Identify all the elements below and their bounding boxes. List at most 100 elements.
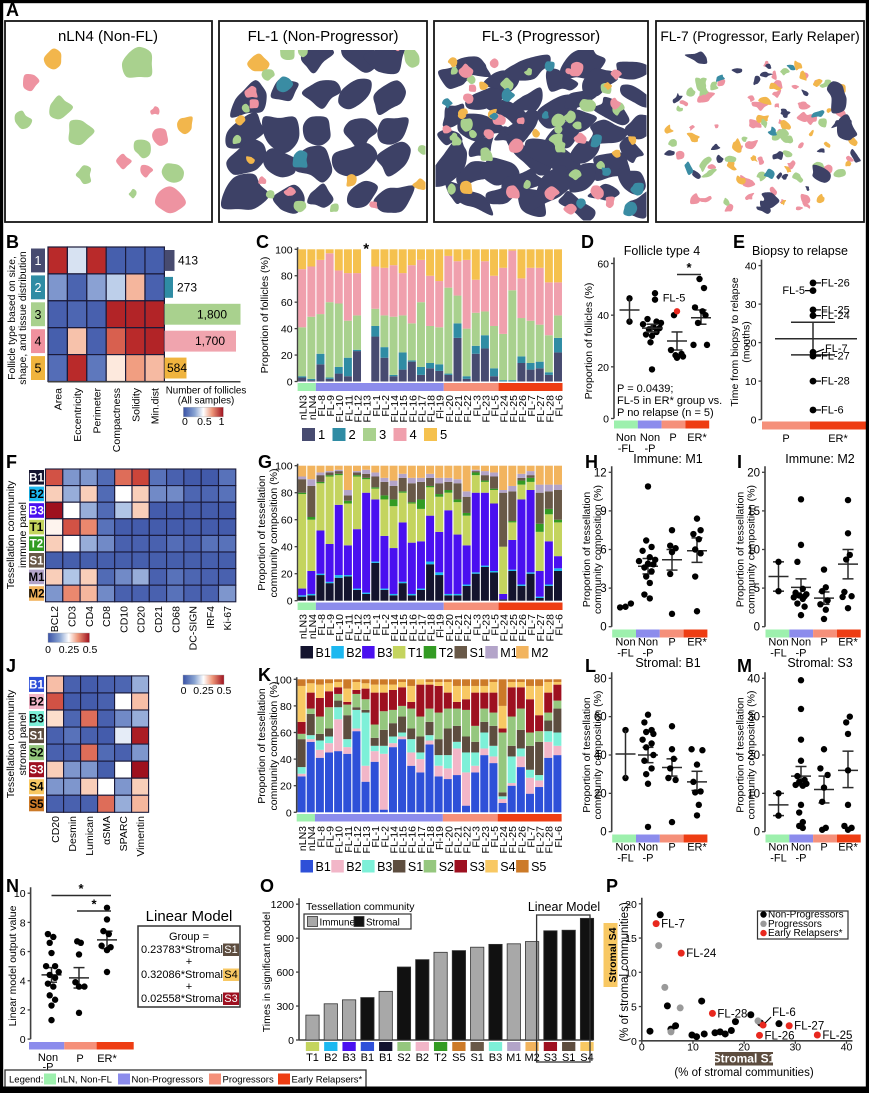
svg-text:S2: S2 [29,748,43,760]
svg-text:20: 20 [280,781,292,793]
svg-text:S4: S4 [29,782,44,794]
svg-text:Group =: Group = [169,931,209,943]
svg-text:FL-5: FL-5 [782,285,805,297]
svg-text:FL-15: FL-15 [398,395,410,423]
svg-text:3: 3 [600,583,606,595]
svg-text:S3: S3 [544,1052,557,1064]
svg-text:CD8: CD8 [101,606,113,627]
svg-text:Fl-19: Fl-19 [435,614,447,638]
svg-text:FL-10: FL-10 [334,614,346,642]
svg-text:0.5: 0.5 [197,416,212,428]
svg-text:FL-17: FL-17 [416,614,428,642]
svg-text:0: 0 [20,1034,26,1046]
svg-text:FL-10: FL-10 [334,395,346,423]
svg-text:FL-1 (Non-Progressor): FL-1 (Non-Progressor) [248,28,399,45]
svg-text:CD3: CD3 [66,606,78,627]
svg-text:3: 3 [379,427,386,442]
svg-text:Tessellation community: Tessellation community [306,901,415,913]
svg-text:Proportion of tessellation: Proportion of tessellation [735,697,747,813]
svg-text:15: 15 [747,506,760,518]
svg-text:ER*: ER* [838,842,858,854]
svg-text:30: 30 [745,299,757,311]
svg-text:CD68: CD68 [170,606,182,633]
svg-text:nLN4: nLN4 [307,395,319,420]
svg-text:Proportion of tessellation: Proportion of tessellation [581,697,593,813]
svg-text:FL-18: FL-18 [426,614,438,642]
svg-text:FL-21: FL-21 [453,395,465,423]
svg-text:20: 20 [625,899,637,911]
svg-text:20: 20 [281,350,293,362]
svg-text:0: 0 [603,414,609,426]
svg-text:30: 30 [789,1042,801,1054]
svg-text:FL-28: FL-28 [821,376,850,388]
svg-text:T2: T2 [434,1052,447,1064]
svg-text:B3: B3 [29,506,44,518]
svg-text:S4: S4 [224,969,237,981]
svg-text:Linear model output value: Linear model output value [7,905,19,1026]
svg-text:S2: S2 [397,1052,410,1064]
svg-text:0: 0 [754,622,760,634]
svg-text:FL-16: FL-16 [407,826,419,854]
svg-text:FL-26: FL-26 [821,277,850,289]
svg-text:FL-22: FL-22 [462,395,474,423]
svg-text:nLN4 (Non-FL): nLN4 (Non-FL) [58,28,158,45]
svg-text:Follicle type based on size,: Follicle type based on size, [7,256,18,380]
svg-text:FL-21: FL-21 [452,826,464,854]
svg-text:P: P [782,433,789,445]
svg-text:I: I [737,452,742,472]
svg-text:FL-16: FL-16 [407,614,419,642]
svg-text:FL-14: FL-14 [389,614,401,642]
svg-text:20: 20 [747,750,760,762]
svg-text:-P: -P [43,1062,54,1074]
svg-text:S1: S1 [29,555,44,567]
svg-text:Non: Non [38,1052,58,1064]
svg-text:CD4: CD4 [84,606,96,627]
svg-text:FL-25: FL-25 [821,304,850,316]
svg-text:9: 9 [600,506,606,518]
svg-text:900: 900 [276,933,294,945]
svg-text:αSMA: αSMA [101,816,113,845]
svg-text:L: L [585,656,596,676]
svg-text:ER*: ER* [97,1053,117,1065]
svg-text:0: 0 [600,827,606,839]
svg-text:*: * [78,881,84,896]
svg-text:Non: Non [640,432,660,444]
svg-text:60: 60 [280,728,292,740]
svg-text:Non: Non [791,842,811,854]
svg-text:Progressors: Progressors [223,1075,274,1086]
svg-text:S1: S1 [29,731,44,743]
svg-text:C: C [256,232,269,252]
svg-text:FL-15: FL-15 [398,614,410,642]
svg-text:FL-27: FL-27 [535,826,547,854]
svg-text:60: 60 [594,712,607,724]
svg-text:FL-25: FL-25 [507,826,519,854]
svg-text:6: 6 [20,947,26,959]
svg-text:Follicle type 4: Follicle type 4 [624,244,700,258]
svg-text:Stromal S1: Stromal S1 [713,1052,776,1066]
svg-text:Non: Non [616,432,636,444]
svg-text:D: D [581,232,594,252]
svg-text:BCL2: BCL2 [49,606,61,632]
svg-text:+: + [186,981,192,993]
svg-text:60: 60 [281,297,293,309]
svg-text:FL-5: FL-5 [489,826,501,848]
svg-text:80: 80 [280,701,292,713]
svg-text:Non-Progressors: Non-Progressors [768,910,844,921]
svg-text:FL-24: FL-24 [499,395,511,423]
svg-text:FL-11: FL-11 [343,395,355,422]
svg-text:FL-6: FL-6 [772,1007,796,1019]
svg-text:40: 40 [280,754,292,766]
svg-text:T2: T2 [30,539,43,551]
svg-text:(months): (months) [741,321,753,362]
svg-text:FL-25: FL-25 [508,395,520,423]
svg-text:G: G [258,452,272,472]
svg-text:0.5: 0.5 [217,685,232,697]
svg-text:Non: Non [791,637,811,649]
svg-text:FL-1: FL-1 [371,395,383,417]
svg-text:FL-23: FL-23 [480,614,492,642]
svg-text:FL-13: FL-13 [362,395,374,423]
svg-text:FL-23: FL-23 [480,395,492,423]
svg-text:FL-27: FL-27 [535,395,547,423]
svg-text:FL-24: FL-24 [686,948,717,960]
svg-text:Tessellation community: Tessellation community [5,480,17,589]
